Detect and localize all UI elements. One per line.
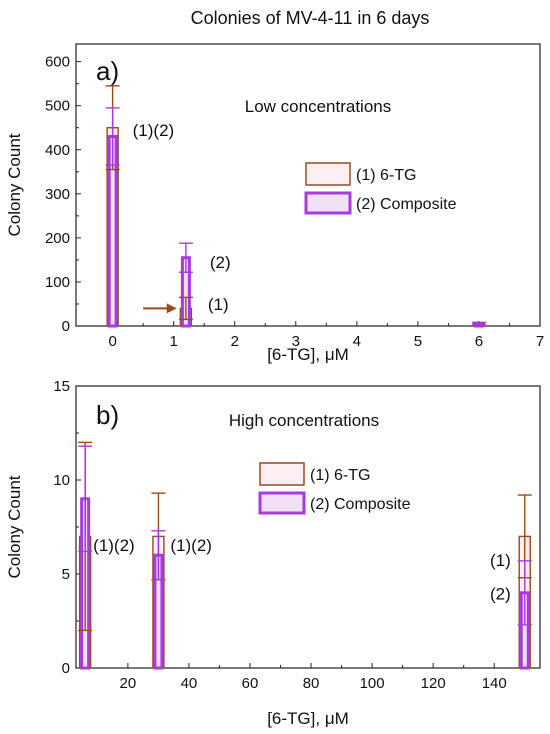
x-tick-label: 7 <box>536 333 544 350</box>
x-axis-title: [6-TG], μM <box>267 345 349 364</box>
y-tick-label: 400 <box>45 142 70 159</box>
legend-label-6tg: (1) 6-TG <box>356 167 416 184</box>
panel-a: 0 100 200 300 400 500 600 0 1 2 3 4 5 6 7 Colony Count [… <box>5 43 544 364</box>
x-tick-label: 40 <box>181 675 198 692</box>
bar-annotation: (1) <box>490 551 511 570</box>
bar-annotation: (2) <box>210 253 231 272</box>
y-tick-label: 200 <box>45 230 70 247</box>
x-axis-title: [6-TG], μM <box>267 709 349 728</box>
x-tick-label: 140 <box>482 675 507 692</box>
y-tick-label: 10 <box>53 472 70 489</box>
panel-label: b) <box>96 400 119 430</box>
panel-b: 0 5 10 15 20 40 60 80 100 120 140 Colony Count [6-TG… <box>5 378 541 728</box>
x-tick-label: 0 <box>108 333 116 350</box>
bar-annotation: (2) <box>490 585 511 604</box>
x-tick-label: 4 <box>353 333 361 350</box>
x-tick-label: 6 <box>475 333 483 350</box>
panel-label: a) <box>96 56 119 86</box>
y-tick-label: 15 <box>53 378 70 395</box>
x-tick-label: 2 <box>231 333 239 350</box>
x-tick-label: 20 <box>120 675 137 692</box>
legend-swatch-composite <box>304 191 352 215</box>
figure-title: Colonies of MV-4-11 in 6 days <box>191 8 430 28</box>
plot-frame <box>75 43 541 327</box>
legend-label-composite: (2) Composite <box>310 496 411 513</box>
legend-swatch-composite <box>258 491 306 515</box>
x-tick-label: 5 <box>414 333 422 350</box>
x-tick-label: 1 <box>170 333 178 350</box>
arrow-head <box>166 303 177 314</box>
y-tick-label: 5 <box>62 566 70 583</box>
x-tick-label: 60 <box>242 675 259 692</box>
legend-swatch-6tg <box>259 462 305 486</box>
x-tick-label: 100 <box>360 675 385 692</box>
bar-annotation: (1)(2) <box>170 536 212 555</box>
x-tick-label: 120 <box>421 675 446 692</box>
y-tick-label: 0 <box>62 660 70 677</box>
panel-subtitle: Low concentrations <box>245 97 391 116</box>
legend-label-6tg: (1) 6-TG <box>310 467 370 484</box>
bar-annotation: (1)(2) <box>93 536 135 555</box>
legend-swatch-6tg <box>305 162 351 186</box>
y-tick-label: 600 <box>45 54 70 71</box>
y-tick-label: 100 <box>45 274 70 291</box>
legend-label-composite: (2) Composite <box>356 196 457 213</box>
y-tick-label: 0 <box>62 318 70 335</box>
bar-annotation: (1)(2) <box>133 121 175 140</box>
y-tick-label: 300 <box>45 186 70 203</box>
x-tick-label: 80 <box>303 675 320 692</box>
bar-annotation: (1) <box>208 295 229 314</box>
panel-subtitle: High concentrations <box>229 411 379 430</box>
y-axis-title: Colony Count <box>5 133 24 236</box>
y-axis-title: Colony Count <box>5 475 24 578</box>
x-tick-label: 3 <box>292 333 300 350</box>
y-tick-label: 500 <box>45 98 70 115</box>
